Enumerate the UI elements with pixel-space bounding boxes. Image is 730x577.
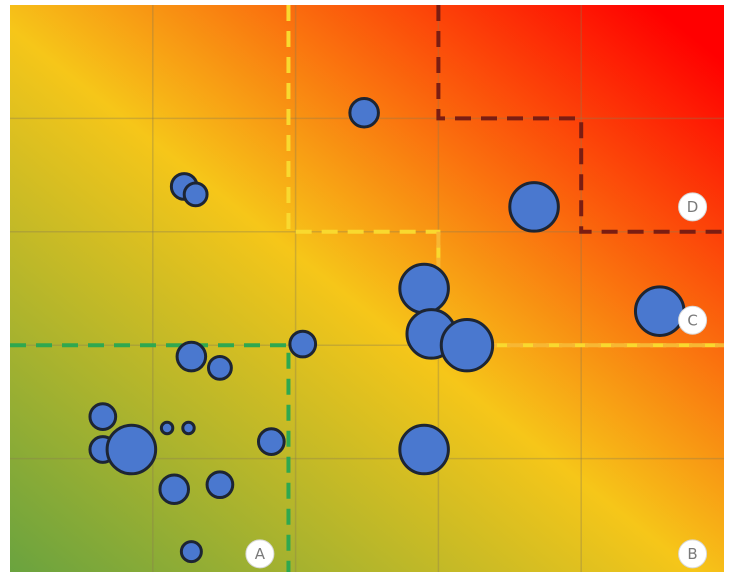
data-points [88,96,686,564]
zone-boundary-d [436,5,724,234]
zone-badge-b [678,539,708,569]
data-point [398,423,450,476]
zone-label-d: D [687,198,699,216]
zone-label-a: A [255,545,266,563]
data-point [508,181,560,233]
zone-label-c: C [687,311,697,329]
data-point [288,329,318,359]
data-point [348,96,380,129]
zone-boundary-a [10,343,291,572]
data-point [179,540,203,564]
data-point [256,427,286,456]
data-point [158,473,191,505]
data-point [398,262,450,315]
chart-svg: A B C D [10,5,724,572]
data-point [175,340,208,373]
plot-background [10,5,724,572]
zone-badge-a [245,539,275,569]
zone-labels: A B C D [245,192,708,569]
data-point [105,423,158,476]
data-point [206,354,233,381]
data-point [182,181,209,208]
data-point [181,420,196,436]
zone-badge-c [678,305,708,335]
data-point [439,317,495,373]
zone-label-b: B [687,545,697,563]
data-point [205,470,235,500]
zone-badge-d [678,192,708,222]
data-point [159,420,175,436]
data-point [88,402,118,431]
data-point [633,285,686,337]
risk-matrix-chart: A B C D [10,5,724,572]
